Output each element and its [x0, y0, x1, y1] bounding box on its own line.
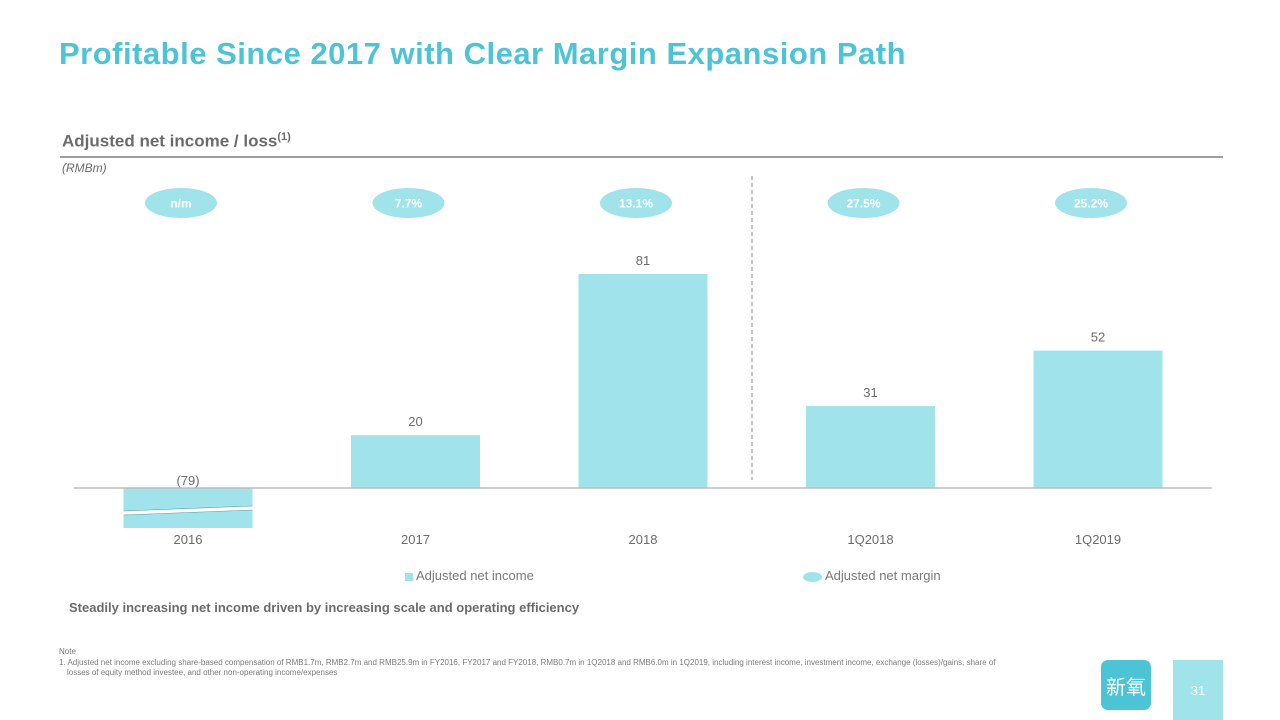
margin-pill-2018: [600, 188, 672, 218]
category-label-2017: 2017: [401, 532, 430, 547]
legend-item-margin: Adjusted net margin: [803, 568, 941, 583]
legend-swatch-square: [405, 572, 413, 581]
page-number: 31: [1173, 660, 1223, 720]
margin-label-2018: 13.1%: [619, 197, 653, 211]
category-label-2016: 2016: [174, 532, 203, 547]
margin-pill-1Q2018: [827, 188, 900, 218]
chart-subtitle-footnote-ref: (1): [277, 131, 291, 143]
value-label-2016: (79): [176, 473, 199, 488]
category-label-1Q2019: 1Q2019: [1075, 532, 1121, 547]
bar-2018: [578, 274, 708, 488]
bar-2017: [351, 435, 480, 488]
category-label-1Q2018: 1Q2018: [847, 532, 893, 547]
legend-label-margin: Adjusted net margin: [825, 568, 941, 583]
axis-break-line-lower: [123, 509, 253, 516]
chart-units: (RMBm): [62, 161, 107, 175]
margin-label-1Q2019: 25.2%: [1074, 197, 1108, 211]
chart-subtitle: Adjusted net income / loss(1): [62, 131, 291, 152]
value-label-2017: 20: [408, 414, 422, 429]
footnote-text: 1. Adjusted net income excluding share-b…: [59, 658, 996, 677]
margin-label-1Q2018: 27.5%: [846, 197, 880, 211]
chart-subtitle-text: Adjusted net income / loss: [62, 131, 278, 151]
bar-1Q2018: [806, 406, 935, 488]
category-label-2018: 2018: [629, 532, 658, 547]
margin-pill-2017: [372, 188, 445, 218]
key-takeaway: Steadily increasing net income driven by…: [69, 600, 580, 615]
axis-break-gap: [122, 506, 254, 515]
soyoung-logo: 新氧: [1101, 660, 1151, 710]
margin-pill-2016: [145, 188, 217, 218]
value-label-1Q2018: 31: [863, 385, 877, 400]
note-label: Note: [59, 647, 76, 656]
slide-title: Profitable Since 2017 with Clear Margin …: [59, 36, 907, 71]
margin-label-2016: n/m: [170, 197, 191, 211]
margin-pill-1Q2019: [1055, 188, 1127, 218]
bar-1Q2019: [1033, 350, 1163, 488]
legend-item-income: Adjusted net income: [405, 568, 534, 583]
subtitle-rule: [60, 156, 1223, 158]
value-label-2018: 81: [636, 253, 650, 268]
margin-label-2017: 7.7%: [395, 197, 423, 211]
value-label-1Q2019: 52: [1091, 330, 1105, 345]
bar-chart: (79) 2016 n/m 20 2017 7.7% 81 2018 13.1% 31 1Q2018…: [74, 176, 1212, 547]
legend-swatch-oval: [803, 571, 822, 582]
axis-break-line-upper: [123, 505, 253, 512]
legend-label-income: Adjusted net income: [416, 568, 534, 583]
